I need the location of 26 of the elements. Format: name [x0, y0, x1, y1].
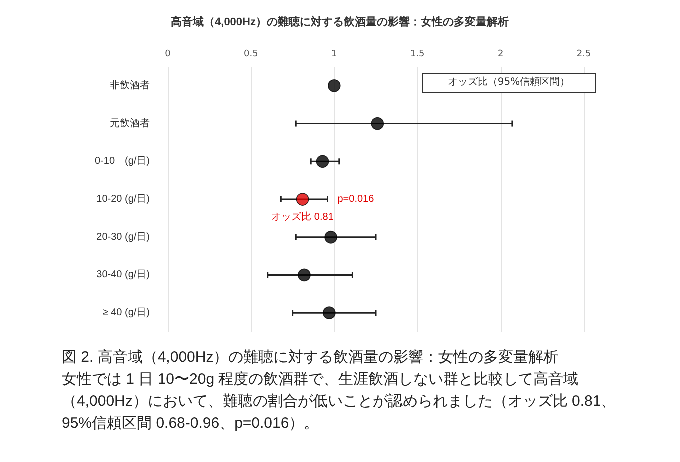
- y-tick-label: 10-20 (g/日): [96, 194, 150, 205]
- label-box: オッズ比（95%信頼区間）: [422, 73, 596, 93]
- x-tick-label: 2.5: [576, 50, 592, 60]
- y-tick-label: ≥ 40 (g/日): [102, 308, 150, 319]
- x-tick-label: 0: [165, 50, 172, 60]
- y-tick-label: 0-10 (g/日): [94, 156, 150, 168]
- point: [316, 155, 330, 168]
- caption: 図 2. 高音域（4,000Hz）の難聴に対する飲酒量の影響：女性の多変量解析: [62, 348, 560, 368]
- point: [324, 230, 338, 244]
- x-tick-label: 1.5: [410, 50, 425, 60]
- point: [323, 306, 336, 320]
- point: [371, 117, 384, 130]
- x-tick-label: 1: [332, 50, 338, 60]
- x-tick-label: 0.5: [244, 50, 258, 60]
- annotation: オッズ比 0.81: [272, 211, 334, 223]
- y-tick-label: 20-30 (g/日): [96, 232, 150, 243]
- y-tick-label: 30-40 (g/日): [96, 270, 150, 281]
- text: 女性では 1 日 10〜20g 程度の飲酒群で、生涯飲酒しない群と比較して高音域（4,000Hz）において、難聴の割合が低いことが認められました（オッズ比 0.81、95%信頼区間 0.68-0.96、p=0.016）。: [62, 370, 618, 434]
- y-tick-label: 非飲酒者: [110, 79, 150, 92]
- x-tick-label: 2: [498, 50, 504, 60]
- chart-title: 高音域（4,000Hz）の難聴に対する飲酒量の影響：女性の多変量解析: [171, 16, 509, 28]
- point: [296, 193, 310, 206]
- annotation: p=0.016: [338, 194, 375, 205]
- point: [298, 268, 311, 282]
- point: [328, 80, 341, 92]
- y-tick-label: 元飲酒者: [110, 117, 150, 130]
